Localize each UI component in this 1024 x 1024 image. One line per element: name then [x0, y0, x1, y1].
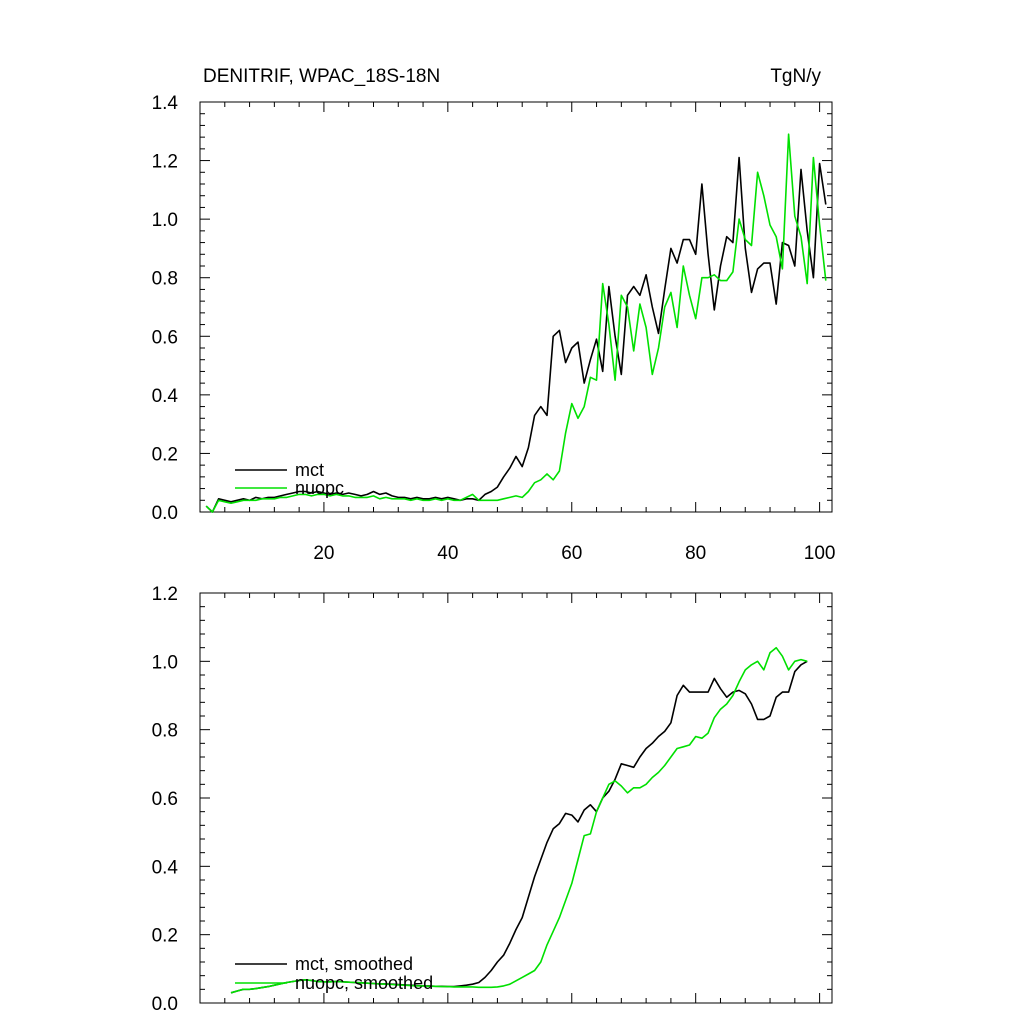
- y-tick-label: 1.2: [152, 584, 178, 605]
- y-tick-label: 0.2: [152, 444, 178, 465]
- plot-frame: [199, 592, 833, 1004]
- x-tick-label: 20: [313, 543, 334, 564]
- legend-label-1: nuopc, smoothed: [295, 973, 433, 993]
- y-tick-label: 0.6: [152, 327, 178, 348]
- y-tick-label: 1.2: [152, 152, 178, 173]
- y-tick-label: 1.4: [152, 93, 179, 114]
- x-tick-label: 40: [437, 543, 458, 564]
- legend-label-0: mct, smoothed: [295, 954, 413, 974]
- legend-label-0: mct: [295, 460, 324, 480]
- x-tick-label: 100: [804, 543, 836, 564]
- y-tick-label: 0.0: [152, 503, 178, 524]
- units-label: TgN/y: [770, 66, 821, 87]
- plot-frame: [199, 101, 833, 513]
- top-chart-panel: 0.0 0.2 0.4 0.6 0.8 1.0 1.2 1.4 20 40 60 80 100 DENIT…: [152, 66, 836, 564]
- series-line-1: [205, 133, 827, 513]
- y-tick-label: 0.6: [152, 789, 178, 810]
- y-tick-label: 0.4: [152, 857, 179, 878]
- y-tick-label: 1.0: [152, 652, 178, 673]
- y-tick-label: 1.0: [152, 210, 178, 231]
- y-tick-label: 0.2: [152, 926, 178, 947]
- series-line-0: [230, 660, 808, 994]
- chart-title: DENITRIF, WPAC_18S-18N: [203, 66, 440, 87]
- x-tick-label: 60: [561, 543, 582, 564]
- y-tick-label: 0.4: [152, 386, 179, 407]
- y-tick-label: 0.0: [152, 994, 178, 1015]
- series-line-1: [230, 646, 808, 994]
- y-tick-label: 0.8: [152, 721, 178, 742]
- bottom-chart-panel: 0.0 0.2 0.4 0.6 0.8 1.0 1.2 mct, smoothednuopc,…: [152, 584, 833, 1015]
- series-line-0: [205, 156, 827, 513]
- legend-label-1: nuopc: [295, 478, 344, 498]
- y-tick-label: 0.8: [152, 269, 178, 290]
- x-tick-label: 80: [685, 543, 706, 564]
